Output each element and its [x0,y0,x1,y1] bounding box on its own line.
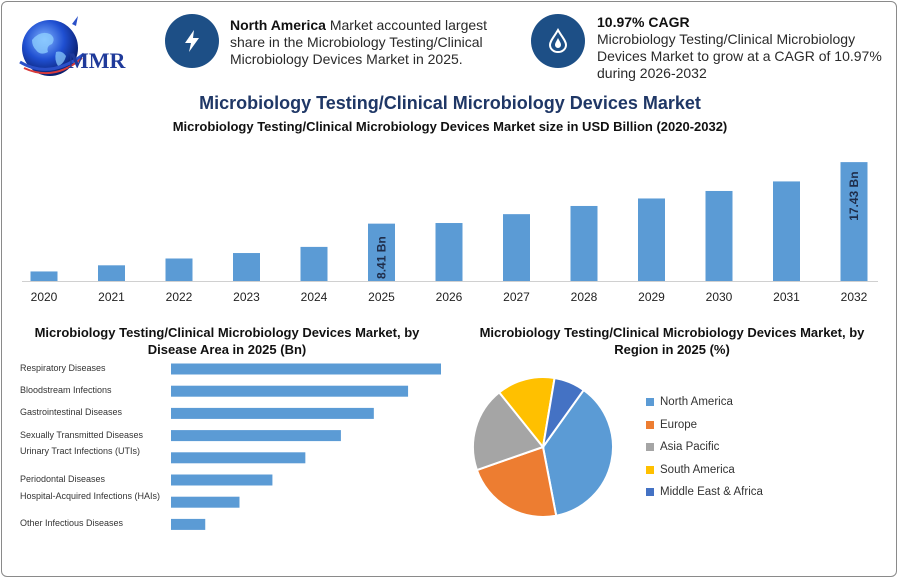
tick-label-2022: 2022 [166,290,193,304]
bar-2021 [98,265,125,281]
tick-label-2029: 2029 [638,290,665,304]
bar-2023 [233,253,260,281]
disease-label: Urinary Tract Infections (UTIs) [20,446,141,457]
disease-label: Other Infectious Diseases [20,518,124,529]
disease-label: Periodontal Diseases [20,474,106,484]
legend-item: Middle East & Africa [646,486,763,498]
data-label-2025: 8.41 Bn [375,236,389,279]
bar-2024 [300,246,328,281]
mmr-logo [19,16,85,76]
bar-2030 [705,190,733,281]
legend-swatch [646,443,654,451]
tick-label-2023: 2023 [233,290,260,304]
bar-2022 [165,258,193,281]
bar-2026 [435,223,463,281]
bar-2025 [368,223,395,281]
legend-swatch [646,398,654,406]
tick-label-2024: 2024 [301,290,328,304]
tick-label-2020: 2020 [31,290,58,304]
bar-2029 [638,198,665,281]
disease-label: Hospital-Acquired Infections (HAIs) [20,490,161,501]
disease-bar [171,474,273,486]
tick-label-2032: 2032 [841,290,868,304]
bar-2032 [840,162,868,281]
legend-label: Asia Pacific [660,441,720,453]
bar-2020 [30,271,58,281]
tick-label-2027: 2027 [503,290,530,304]
disease-bar [171,452,306,464]
disease-bar [171,363,441,375]
lightning-badge [165,14,219,68]
legend-item: Europe [646,419,697,431]
tick-label-2026: 2026 [436,290,463,304]
pie-slice-north-america [541,388,614,517]
drop-icon [548,27,568,53]
data-label-2032: 17.43 Bn [847,171,861,220]
pie-slice-middle-east-africa [542,376,586,448]
legend-swatch [646,420,654,429]
pie-slice-south-america [497,376,556,450]
main-title: Microbiology Testing/Clinical Microbiolo… [199,93,701,113]
disease-label: Bloodstream Infections [20,385,112,396]
legend-swatch [646,488,654,496]
legend-label: North America [660,396,733,408]
bar-2028 [570,205,598,281]
disease-bar [171,518,206,530]
disease-chart-title: Microbiology Testing/Clinical Microbiolo… [34,325,420,357]
legend-item: Asia Pacific [646,441,719,453]
north-america-info: North America Market accounted largest s… [230,17,488,67]
tick-label-2030: 2030 [706,290,733,304]
tick-label-2021: 2021 [98,290,125,304]
cagr-info: 10.97% CAGR Microbiology Testing/Clinical… [597,14,882,81]
tick-label-2031: 2031 [773,290,800,304]
disease-bar [171,407,374,419]
bar-chart-title: Microbiology Testing/Clinical Microbiolo… [172,119,728,134]
disease-bar [171,496,240,508]
pie-slice-europe [475,445,558,518]
bar-2027 [503,214,530,281]
legend-item: North America [646,396,733,408]
disease-bar [171,385,409,397]
legend-swatch [646,465,654,474]
tick-label-2025: 2025 [368,290,395,304]
legend-label: Middle East & Africa [660,486,763,498]
disease-label: Gastrointestinal Diseases [20,407,123,418]
lightning-icon [185,30,199,52]
legend-item: South America [646,464,735,476]
region-chart-title: Microbiology Testing/Clinical Microbiolo… [479,325,865,357]
disease-label: Respiratory Diseases [20,363,106,373]
logo-text: MMR [68,48,126,73]
disease-label: Sexually Transmitted Diseases [20,429,144,440]
cagr-badge [531,14,585,68]
bar-2031 [773,181,800,281]
legend-label: Europe [660,418,698,431]
pie-slice-asia-pacific [472,390,545,472]
tick-label-2028: 2028 [571,290,598,304]
disease-bar [171,430,341,442]
legend-label: South America [660,463,735,476]
